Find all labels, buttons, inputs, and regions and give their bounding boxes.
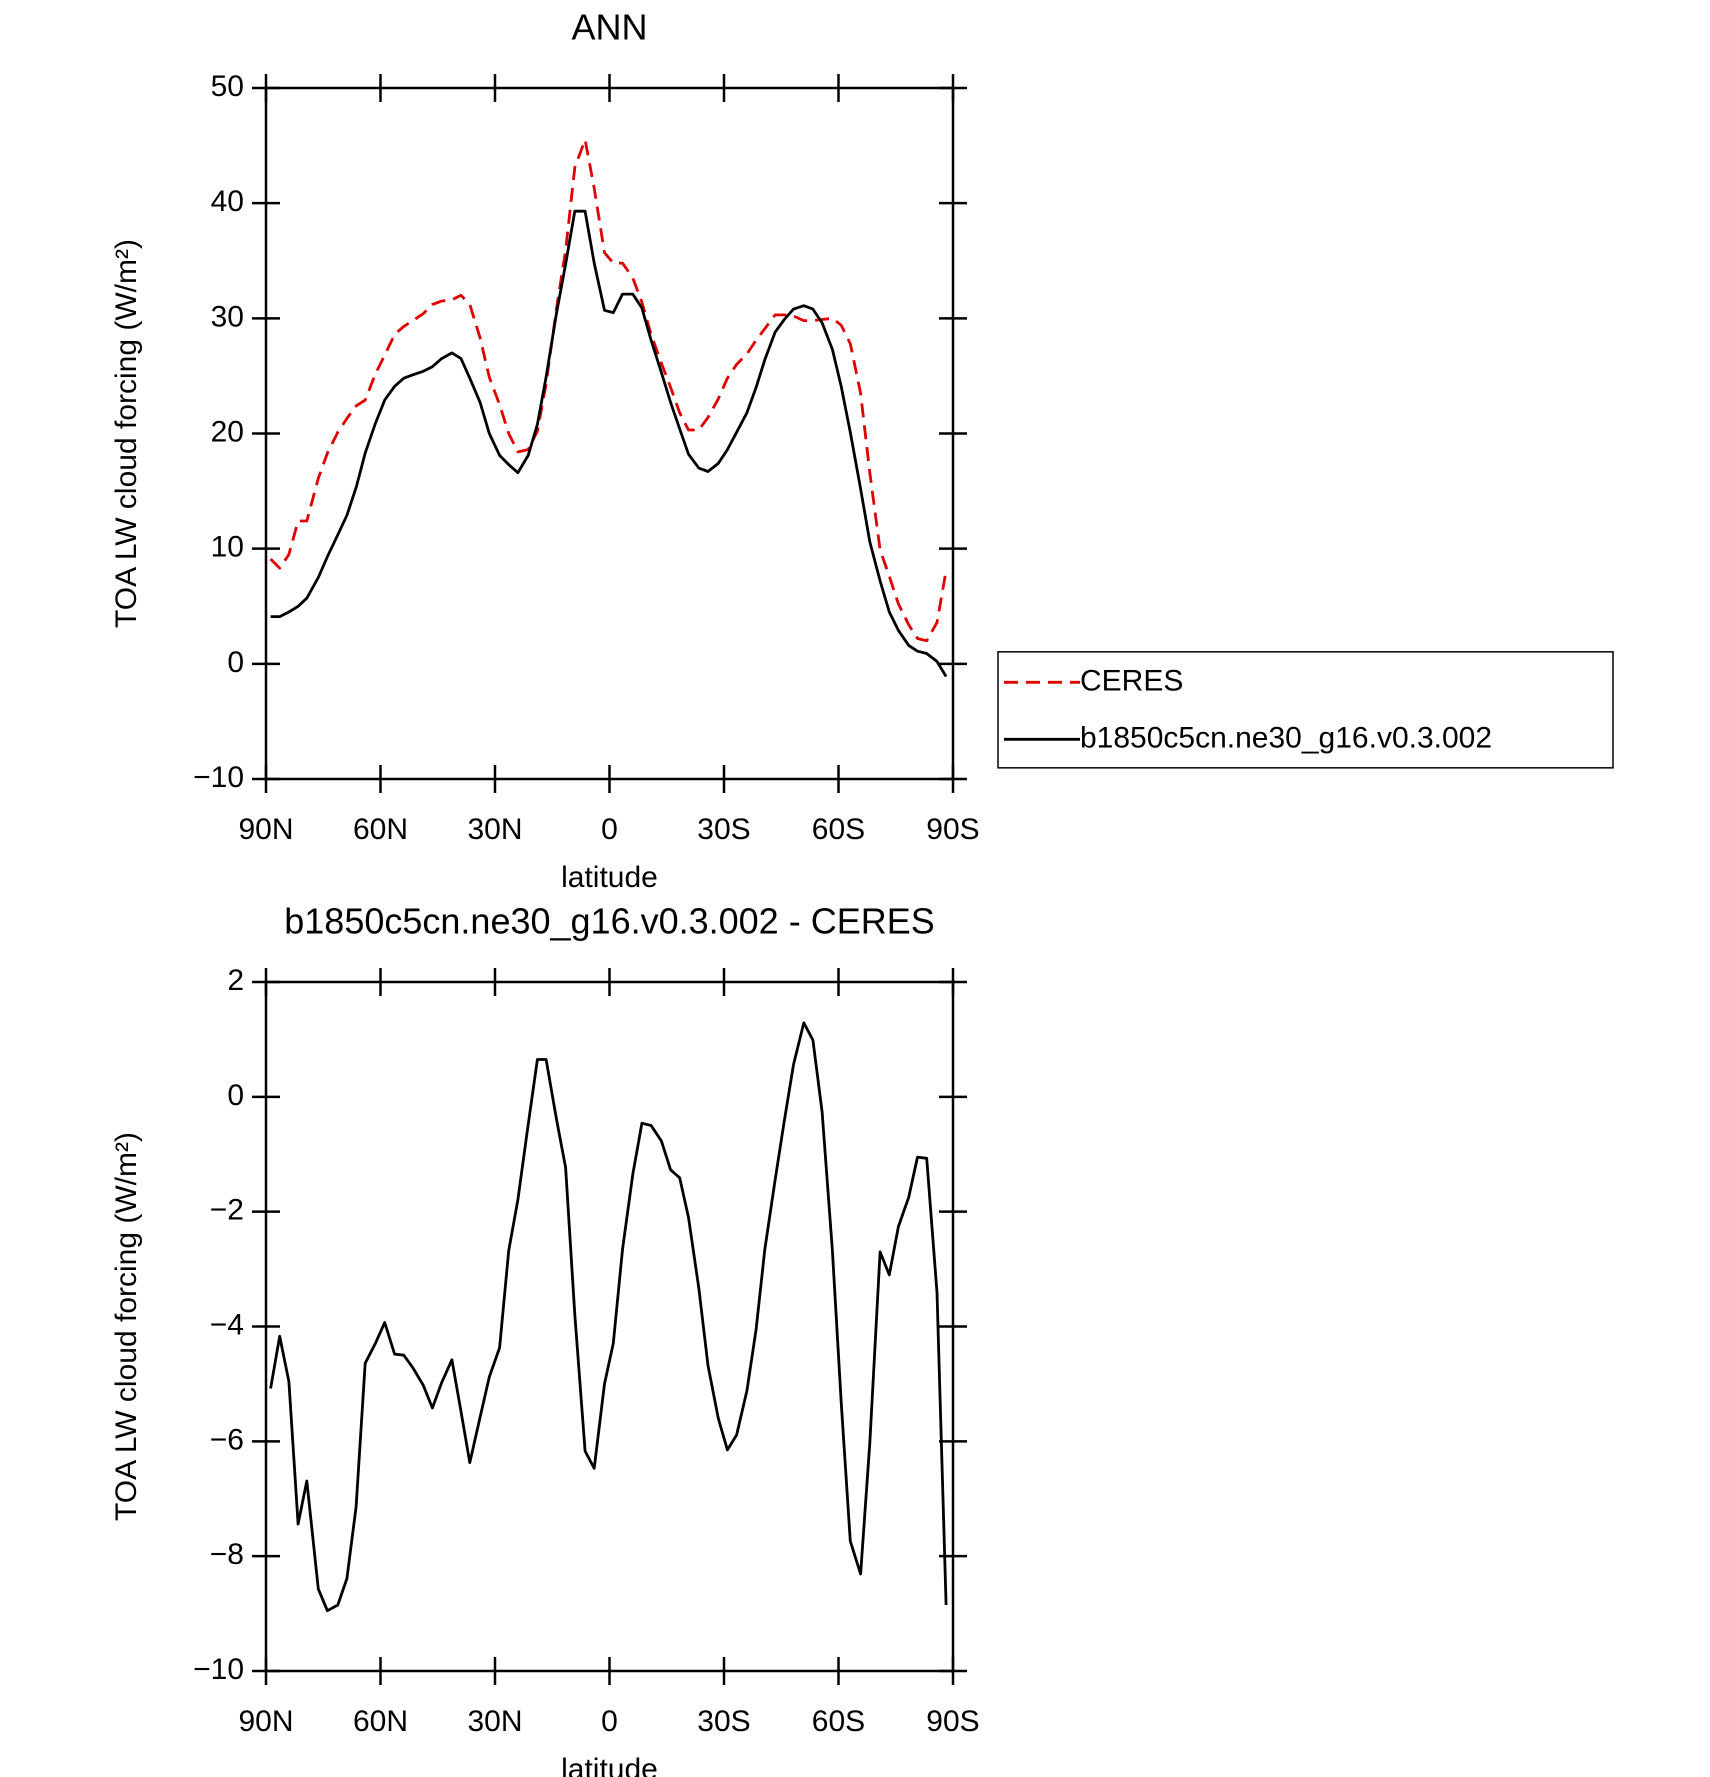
y-tick-label: 40 bbox=[211, 185, 244, 218]
x-tick-label: 30S bbox=[697, 813, 750, 846]
x-tick-label: 0 bbox=[601, 1705, 618, 1738]
y-axis-label: TOA LW cloud forcing (W/m²) bbox=[110, 239, 143, 628]
y-tick-label: −6 bbox=[210, 1423, 244, 1456]
data-line bbox=[270, 209, 948, 678]
legend: CERES b1850c5cn.ne30_g16.v0.3.002 bbox=[997, 651, 1614, 769]
legend-label: CERES bbox=[1080, 664, 1183, 697]
panel: ANN latitude TOA LW cloud forcing (W/m²) −1… bbox=[110, 7, 1614, 894]
x-tick-label: 30S bbox=[697, 1705, 750, 1738]
plot-frame bbox=[264, 980, 955, 1673]
chart-title: ANN bbox=[571, 7, 647, 48]
legend-box bbox=[997, 651, 1614, 769]
panel: b1850c5cn.ne30_g16.v0.3.002 - CERES latit… bbox=[110, 901, 980, 1777]
y-tick-label: −4 bbox=[210, 1308, 244, 1341]
x-tick-label: 60N bbox=[353, 813, 408, 846]
y-axis-label: TOA LW cloud forcing (W/m²) bbox=[110, 1132, 143, 1521]
x-tick-label: 90N bbox=[238, 813, 293, 846]
y-tick-label: −10 bbox=[193, 1653, 244, 1686]
x-tick-label: 90N bbox=[238, 1705, 293, 1738]
x-tick-label: 60S bbox=[812, 813, 865, 846]
y-tick-label: 0 bbox=[227, 1079, 244, 1112]
x-tick-label: 30N bbox=[467, 813, 522, 846]
y-tick-label: 2 bbox=[227, 964, 244, 997]
legend-label: b1850c5cn.ne30_g16.v0.3.002 bbox=[1080, 721, 1492, 754]
x-tick-label: 30N bbox=[467, 1705, 522, 1738]
y-tick-label: 10 bbox=[211, 531, 244, 564]
data-line bbox=[269, 1021, 948, 1613]
x-axis-label: latitude bbox=[561, 861, 658, 894]
x-tick-label: 60S bbox=[812, 1705, 865, 1738]
x-tick-label: 60N bbox=[353, 1705, 408, 1738]
y-tick-label: −8 bbox=[210, 1538, 244, 1571]
data-line bbox=[269, 138, 948, 643]
y-tick-label: 0 bbox=[227, 646, 244, 679]
y-tick-label: 50 bbox=[211, 70, 244, 103]
x-tick-label: 90S bbox=[926, 813, 979, 846]
y-tick-label: −2 bbox=[210, 1194, 244, 1227]
y-tick-label: 30 bbox=[211, 300, 244, 333]
x-tick-label: 0 bbox=[601, 813, 618, 846]
chart-title: b1850c5cn.ne30_g16.v0.3.002 - CERES bbox=[284, 901, 934, 942]
x-axis-label: latitude bbox=[561, 1753, 658, 1777]
y-tick-label: −10 bbox=[193, 761, 244, 794]
y-tick-label: 20 bbox=[211, 415, 244, 448]
x-tick-label: 90S bbox=[926, 1705, 979, 1738]
